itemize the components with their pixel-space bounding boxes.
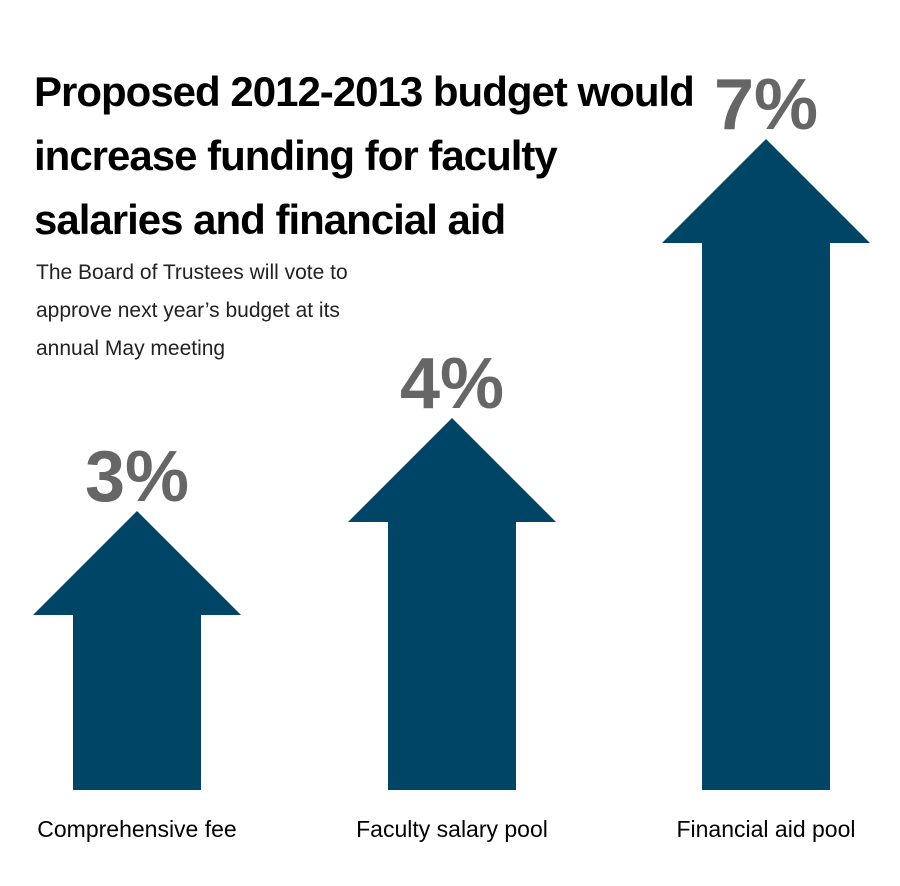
category-label-3: Financial aid pool bbox=[676, 816, 855, 842]
value-label-1: 3% bbox=[85, 437, 189, 517]
category-label-2: Faculty salary pool bbox=[356, 816, 548, 842]
arrow-bar-3 bbox=[662, 139, 870, 790]
arrow-bar-1 bbox=[33, 511, 241, 790]
category-label-1: Comprehensive fee bbox=[37, 816, 236, 842]
value-label-2: 4% bbox=[400, 344, 504, 424]
chart-title: Proposed 2012-2013 budget would increase… bbox=[34, 68, 695, 243]
value-label-3: 7% bbox=[714, 65, 818, 145]
arrow-bar-2 bbox=[348, 418, 556, 790]
chart-subtitle: The Board of Trustees will vote to appro… bbox=[36, 261, 348, 360]
